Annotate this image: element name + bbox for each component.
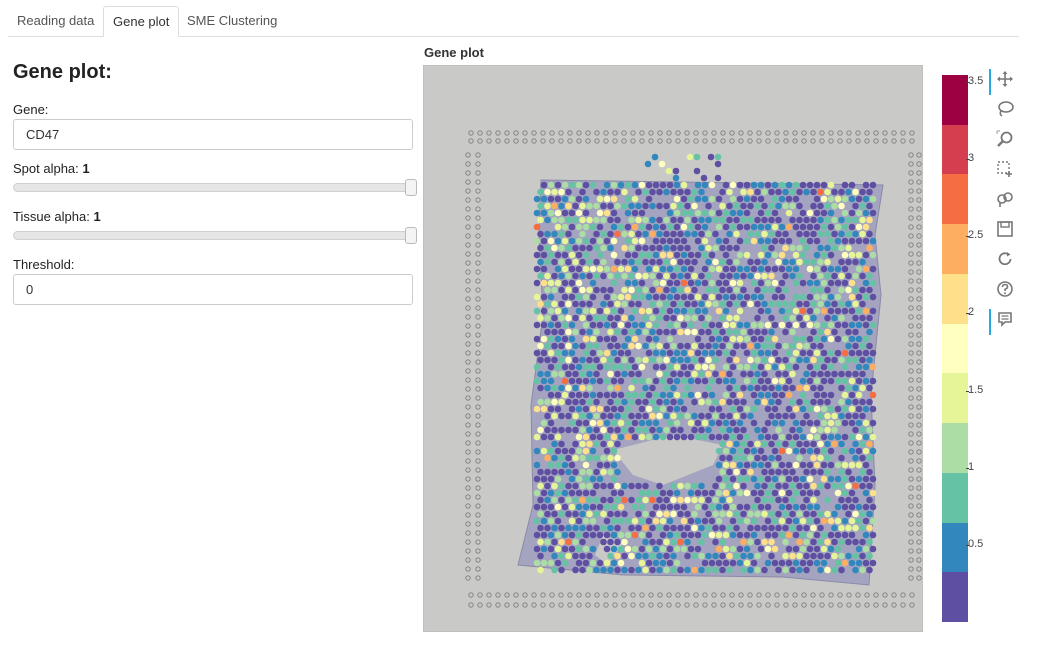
tissue-image [422, 64, 924, 633]
reset-icon [998, 252, 1012, 266]
colorbar-segment [942, 174, 968, 225]
tab-gene-plot[interactable]: Gene plot [103, 6, 180, 37]
spot-alpha-value: 1 [82, 161, 90, 176]
wheel-zoom-tool[interactable] [990, 126, 1020, 152]
wheel-zoom-icon [996, 130, 1013, 147]
pan-icon [997, 71, 1013, 87]
tab-bar: Reading data Gene plot SME Clustering [8, 6, 1019, 37]
spot-alpha-label: Spot alpha: 1 [13, 161, 90, 176]
help-icon [997, 281, 1013, 297]
colorbar-tick: 1.5 [965, 384, 984, 396]
spot-alpha-label-text: Spot alpha: [13, 161, 79, 176]
plot-title: Gene plot [424, 45, 484, 60]
tissue-alpha-slider-handle[interactable] [405, 227, 417, 244]
colorbar-tick: 0.5 [965, 538, 984, 550]
colorbar-tick: 1 [965, 461, 975, 473]
colorbar-tick: 3 [965, 152, 975, 164]
colorbar-segment [942, 75, 968, 126]
gene-plot-canvas[interactable] [422, 64, 924, 633]
gene-label: Gene: [13, 102, 49, 117]
colorbar-tick: 2.5 [965, 229, 984, 241]
tissue-alpha-slider[interactable] [13, 231, 413, 240]
colorbar-segment [942, 273, 968, 325]
box-select-tool[interactable] [990, 156, 1020, 182]
threshold-label: Threshold: [13, 257, 75, 272]
hover-icon [997, 192, 1013, 207]
tab-reading-data[interactable]: Reading data [17, 13, 95, 28]
colorbar-segment [942, 124, 968, 175]
reset-tool[interactable] [990, 246, 1020, 272]
colorbar-segment [942, 522, 968, 573]
threshold-input[interactable]: 0 [13, 274, 413, 305]
spot-alpha-slider-handle[interactable] [405, 179, 417, 196]
colorbar-segment [942, 472, 968, 524]
save-tool[interactable] [990, 216, 1020, 242]
colorbar-tick: 2 [965, 306, 975, 318]
colorbar-tick: 3.5 [965, 75, 984, 87]
colorbar-segment [942, 224, 968, 275]
lasso-select-tool[interactable] [990, 96, 1020, 122]
pan-tool[interactable] [989, 66, 1020, 95]
colorbar-segment [942, 572, 968, 623]
hover-tool[interactable] [990, 186, 1020, 212]
tissue-alpha-value: 1 [93, 209, 101, 224]
box-select-icon [997, 161, 1012, 177]
colorbar-segment [942, 423, 968, 474]
colorbar-segment [942, 373, 968, 424]
gene-input[interactable]: CD47 [13, 119, 413, 150]
colorbar [942, 75, 968, 623]
tab-sme-clustering[interactable]: SME Clustering [187, 13, 278, 28]
save-icon [997, 221, 1013, 237]
tissue-alpha-label: Tissue alpha: 1 [13, 209, 101, 224]
help-tool[interactable] [990, 276, 1020, 302]
tooltip-icon [998, 312, 1012, 327]
tissue-alpha-label-text: Tissue alpha: [13, 209, 90, 224]
tooltip-tool[interactable] [989, 306, 1020, 335]
colorbar-segment [942, 323, 968, 374]
spot-alpha-slider[interactable] [13, 183, 413, 192]
panel-title: Gene plot: [13, 61, 112, 83]
lasso-select-icon [998, 101, 1014, 117]
